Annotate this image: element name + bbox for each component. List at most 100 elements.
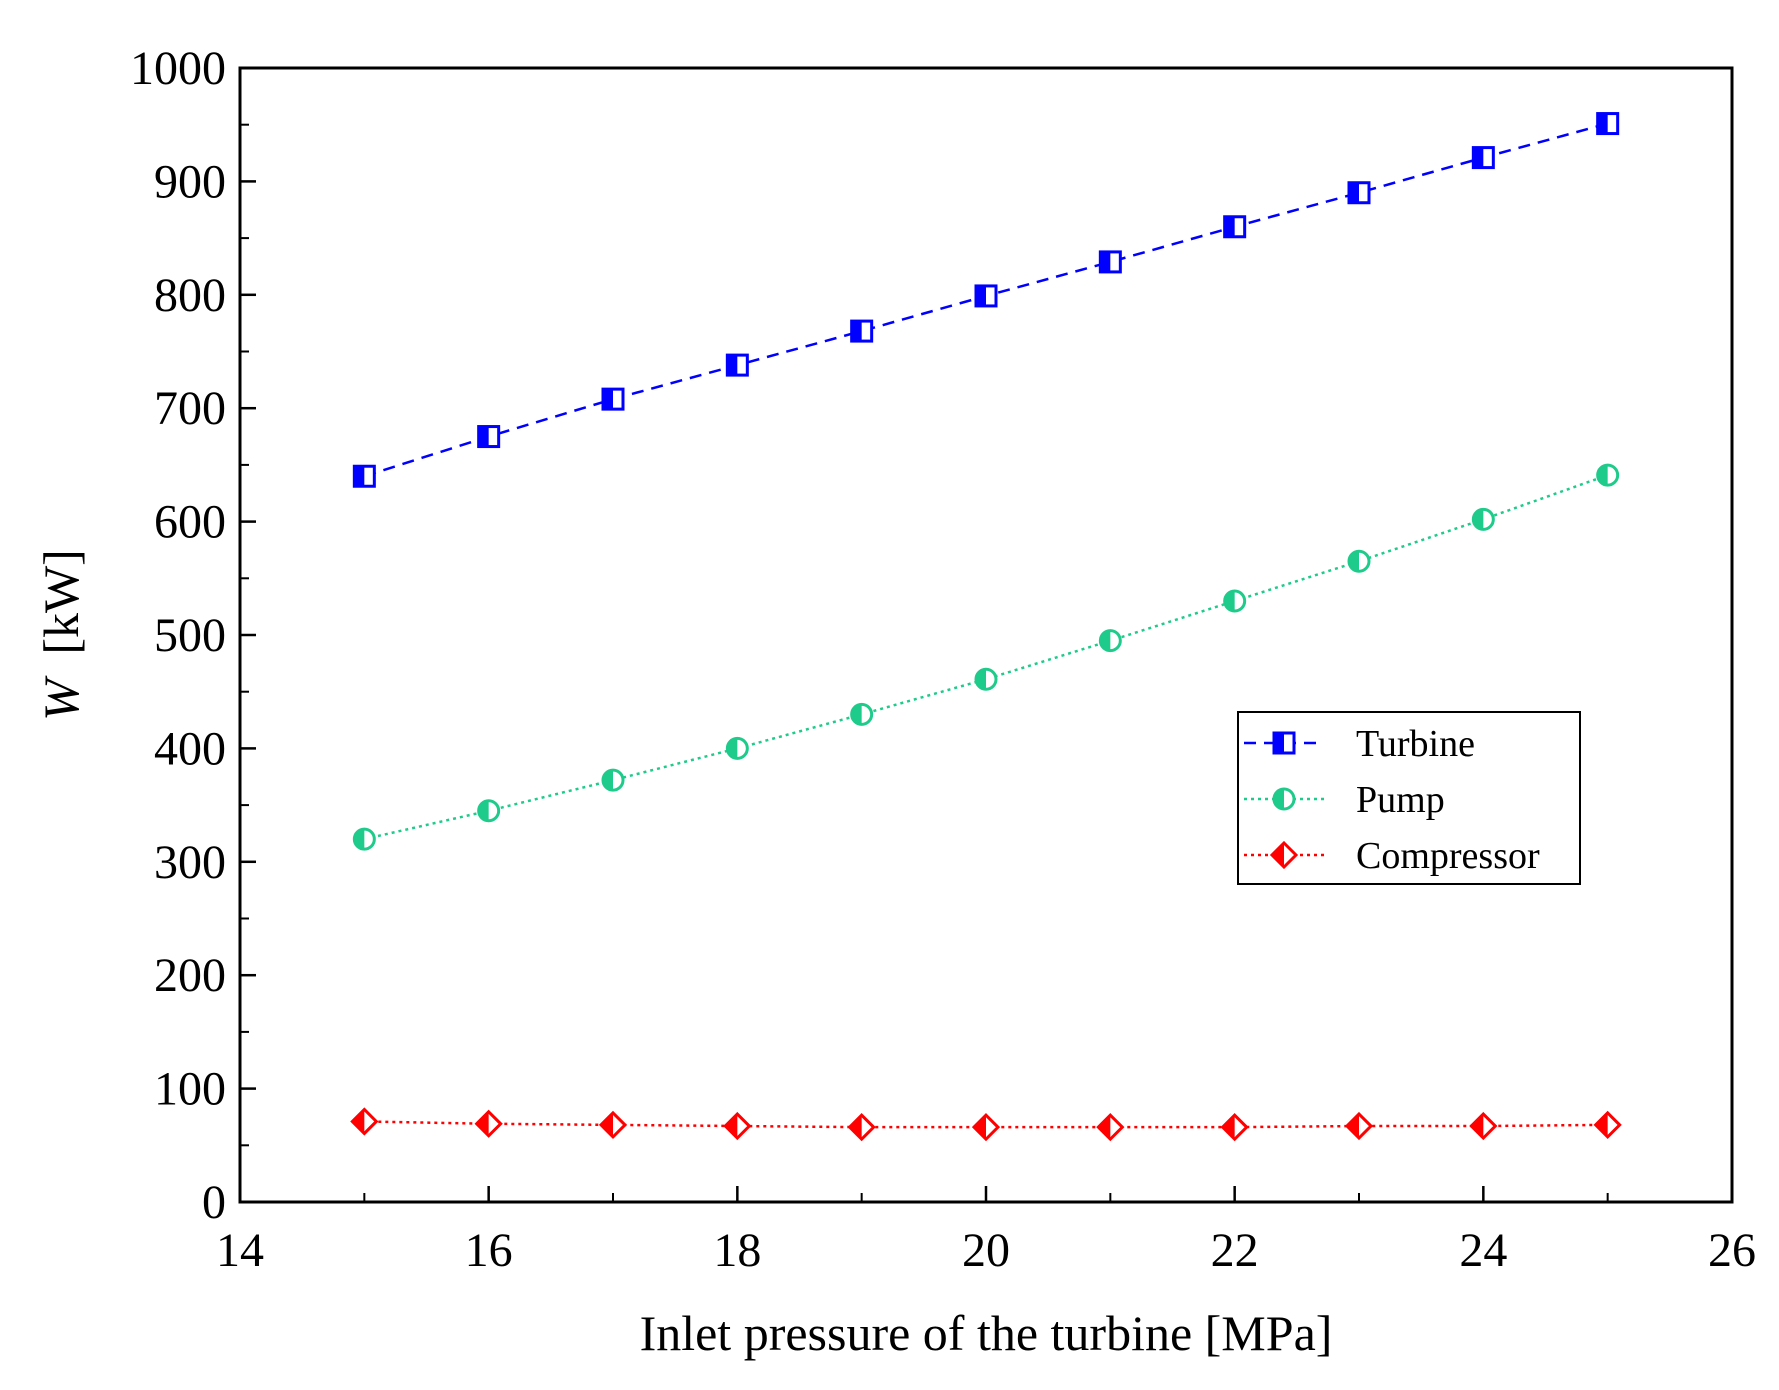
- data-point-turbine: [974, 284, 998, 308]
- marker-fill-half: [603, 389, 613, 410]
- series-compressor: [350, 1107, 1622, 1142]
- data-point-turbine: [477, 425, 501, 449]
- data-point-pump: [601, 768, 625, 792]
- y-axis-unit: [kW]: [33, 549, 89, 655]
- y-tick-label: 600: [154, 496, 226, 549]
- data-point-turbine: [1471, 146, 1495, 170]
- marker-fill-half: [603, 770, 613, 791]
- legend: Turbine Pump Compressor: [1237, 711, 1581, 885]
- marker-fill-half: [851, 704, 862, 725]
- series-pump: [352, 463, 1620, 851]
- marker-fill-half: [1349, 182, 1359, 203]
- marker-fill-half: [478, 426, 489, 447]
- data-point-pump: [850, 702, 874, 726]
- y-tick-label: 300: [154, 836, 226, 889]
- legend-item-compressor: Compressor: [1244, 835, 1540, 877]
- marker-fill-half: [1274, 733, 1284, 753]
- marker-fill-half: [1595, 1112, 1608, 1137]
- data-point-pump: [1471, 507, 1495, 531]
- data-point-turbine: [1098, 250, 1122, 274]
- data-point-compressor: [598, 1110, 628, 1140]
- data-point-compressor: [971, 1113, 1001, 1142]
- marker-fill-half: [601, 1112, 613, 1137]
- marker-fill-half: [1473, 147, 1484, 168]
- marker-fill-half: [352, 1109, 365, 1134]
- legend-label-pump: Pump: [1356, 779, 1445, 821]
- legend-item-pump: Pump: [1244, 779, 1445, 821]
- marker-fill-half: [1473, 509, 1484, 530]
- x-axis: 14 16 18 20 22 24 26: [216, 1186, 1756, 1277]
- data-point-pump: [1347, 549, 1371, 573]
- plot-frame: [238, 66, 1734, 1204]
- marker-fill-half: [727, 738, 738, 759]
- marker-fill-half: [1471, 1114, 1484, 1139]
- y-tick-label: 100: [154, 1063, 226, 1116]
- data-point-turbine: [1596, 112, 1620, 136]
- data-point-compressor: [474, 1109, 503, 1138]
- marker-fill-half: [1222, 1115, 1235, 1140]
- y-axis-title: W [kW]: [33, 549, 89, 721]
- series-line-pump: [364, 473, 1609, 841]
- marker-fill-half: [1100, 251, 1111, 272]
- marker-fill-half: [1272, 843, 1284, 867]
- marker-fill-half: [849, 1115, 862, 1140]
- y-tick-label: 1000: [130, 42, 226, 95]
- data-point-turbine: [601, 387, 625, 411]
- marker-fill-half: [851, 321, 862, 342]
- data-point-turbine: [1223, 215, 1247, 239]
- y-tick-label: 700: [154, 382, 226, 435]
- x-tick-label: 16: [465, 1224, 513, 1277]
- y-tick-label: 500: [154, 609, 226, 662]
- data-point-compressor: [1344, 1111, 1374, 1141]
- marker-fill-half: [1349, 551, 1359, 572]
- legend-swatch-marker: [1269, 840, 1299, 870]
- data-point-pump: [1223, 589, 1247, 613]
- data-point-pump: [1596, 463, 1620, 487]
- data-point-turbine: [850, 319, 874, 343]
- data-point-turbine: [725, 353, 749, 377]
- x-axis-title: Inlet pressure of the turbine [MPa]: [640, 1305, 1333, 1361]
- marker-fill-half: [478, 800, 489, 821]
- marker-fill-half: [1100, 630, 1111, 651]
- marker-fill-half: [1597, 465, 1608, 486]
- legend-item-turbine: Turbine: [1244, 723, 1475, 765]
- data-point-turbine: [1347, 181, 1371, 205]
- data-point-turbine: [352, 464, 376, 488]
- x-tick-label: 22: [1211, 1224, 1259, 1277]
- x-tick-label: 18: [713, 1224, 761, 1277]
- marker-fill-half: [1347, 1114, 1359, 1139]
- marker-fill-half: [727, 355, 738, 376]
- marker-fill-half: [974, 1115, 986, 1140]
- marker-fill-half: [725, 1114, 738, 1139]
- y-axis: 0 100 200 300 400 500 600 700 800 900 1000: [130, 42, 256, 1229]
- marker-fill-half: [1224, 590, 1235, 611]
- data-point-compressor: [1096, 1113, 1125, 1142]
- y-tick-label: 900: [154, 155, 226, 208]
- data-point-compressor: [723, 1111, 752, 1141]
- series-turbine: [352, 112, 1620, 488]
- data-point-compressor: [1469, 1111, 1498, 1141]
- y-tick-label: 0: [202, 1176, 226, 1229]
- legend-label-turbine: Turbine: [1356, 723, 1475, 765]
- marker-fill-half: [354, 829, 365, 850]
- plot-area: [238, 66, 1734, 1204]
- y-tick-label: 200: [154, 949, 226, 1002]
- x-tick-label: 20: [962, 1224, 1010, 1277]
- data-point-pump: [477, 799, 501, 823]
- marker-fill-half: [354, 466, 365, 487]
- y-tick-label: 800: [154, 269, 226, 322]
- marker-fill-half: [1098, 1115, 1111, 1140]
- series-line-compressor: [364, 1120, 1608, 1129]
- data-point-pump: [352, 827, 376, 851]
- data-point-compressor: [847, 1113, 876, 1142]
- data-point-pump: [1098, 629, 1122, 653]
- marker-fill-half: [1274, 789, 1284, 809]
- x-tick-label: 14: [216, 1224, 264, 1277]
- y-axis-symbol: W: [33, 675, 89, 721]
- data-point-compressor: [1220, 1113, 1249, 1142]
- legend-swatch-marker: [1272, 731, 1296, 755]
- legend-swatch-marker: [1272, 787, 1296, 811]
- marker-fill-half: [476, 1111, 489, 1136]
- legend-label-compressor: Compressor: [1356, 835, 1540, 877]
